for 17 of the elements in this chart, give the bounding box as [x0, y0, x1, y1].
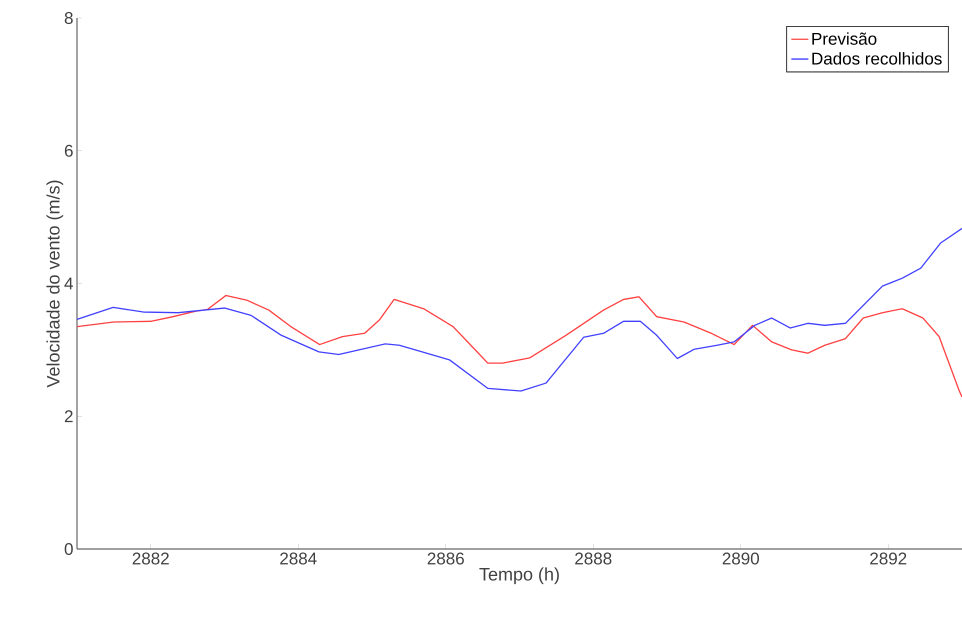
y-axis-title: Velocidade do vento (m/s): [46, 180, 64, 388]
line-series: [76, 294, 962, 398]
legend-label: Dados recolhidos: [812, 52, 942, 65]
y-tick-label: 6: [64, 144, 73, 157]
x-axis-title: Tempo (h): [479, 567, 559, 584]
y-tick-label: 2: [64, 410, 73, 422]
y-tick-label: 8: [64, 12, 73, 24]
legend-label: Previsão: [812, 32, 876, 45]
x-tick-label: 2886: [428, 552, 464, 565]
y-tick-label: 4: [64, 278, 73, 290]
x-tick-label: 2892: [870, 552, 906, 565]
x-tick-label: 2888: [575, 552, 612, 565]
line-series: [76, 228, 962, 392]
x-tick-label: 2890: [722, 552, 759, 565]
x-tick-label: 2882: [132, 552, 169, 565]
y-tick-label: 0: [64, 542, 73, 556]
x-tick-label: 2884: [280, 552, 317, 565]
